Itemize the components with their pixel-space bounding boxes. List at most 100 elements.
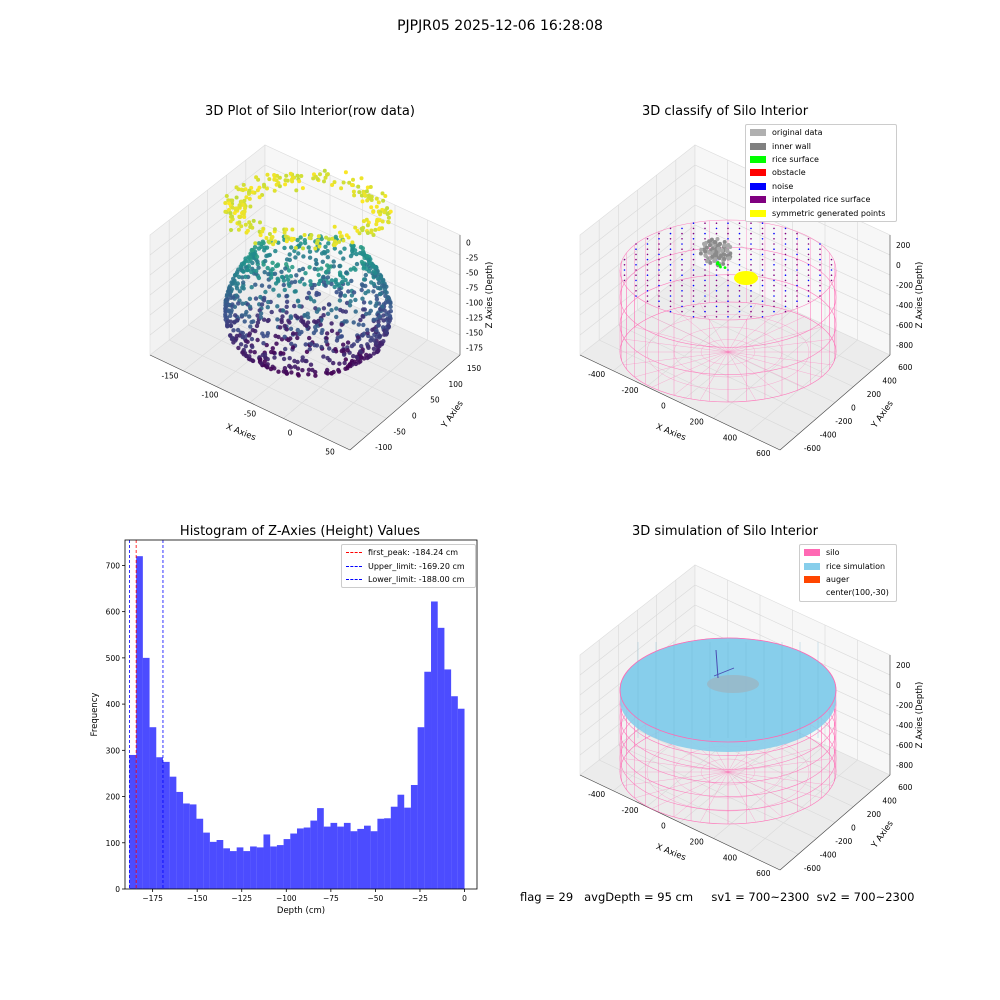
data-point xyxy=(284,239,289,244)
wall-point xyxy=(722,240,727,244)
wall-point xyxy=(703,253,708,258)
interpolated-point xyxy=(704,279,706,282)
data-point xyxy=(250,247,255,253)
interpolated-point xyxy=(761,310,764,313)
data-point xyxy=(371,209,376,214)
axis-line xyxy=(149,354,351,451)
data-point xyxy=(295,299,301,304)
interpolated-point xyxy=(681,300,683,302)
data-point xyxy=(270,267,275,272)
data-point xyxy=(353,297,358,303)
interpolated-point xyxy=(819,264,821,266)
interpolated-point xyxy=(692,305,695,308)
histogram-chart: −175 −150 −125 −100 −75 −50 −25 0 0 100 200 300 400 5… xyxy=(90,539,478,916)
interpolated-point xyxy=(773,258,775,261)
data-point xyxy=(347,362,353,367)
data-point xyxy=(322,179,326,184)
data-point xyxy=(343,357,348,362)
y-tick-label: 400 xyxy=(882,376,897,385)
interpolated-point xyxy=(773,243,775,245)
data-point xyxy=(381,313,386,318)
x-axis-label: Depth (cm) xyxy=(277,906,325,916)
interpolated-point xyxy=(819,269,821,271)
data-point xyxy=(383,194,388,198)
interpolated-point xyxy=(727,264,729,266)
data-point xyxy=(265,305,270,310)
data-point xyxy=(298,235,303,240)
wall-point xyxy=(698,251,703,256)
data-point xyxy=(310,367,315,373)
interpolated-point xyxy=(704,295,706,297)
interpolated-point xyxy=(646,238,649,240)
data-point xyxy=(337,263,342,269)
data-point xyxy=(374,293,379,299)
data-point xyxy=(368,185,373,189)
data-point xyxy=(350,183,354,187)
data-point xyxy=(284,173,289,178)
interpolated-point xyxy=(773,248,775,250)
data-point xyxy=(316,307,321,312)
data-point xyxy=(362,192,367,197)
interpolated-point xyxy=(738,305,741,308)
interpolated-point xyxy=(669,300,672,302)
interpolated-point xyxy=(819,243,821,245)
histogram-bar xyxy=(196,818,204,889)
silo-mesh-floor-spoke xyxy=(623,758,729,773)
data-point xyxy=(234,271,239,276)
data-point xyxy=(358,350,363,355)
interpolated-point xyxy=(669,274,672,276)
data-point xyxy=(386,219,391,224)
silo-wall-floor-spoke xyxy=(727,351,757,401)
interpolated-point xyxy=(738,222,741,224)
y-tick-label: 0 xyxy=(115,885,120,894)
data-point xyxy=(363,272,368,278)
data-point xyxy=(358,359,363,364)
interpolated-point xyxy=(784,310,787,313)
data-point xyxy=(242,215,247,219)
interpolated-point xyxy=(807,290,810,292)
interpolated-point xyxy=(681,269,683,271)
legend-line xyxy=(346,565,362,567)
interpolated-point xyxy=(646,295,649,297)
z-tick-label: -100 xyxy=(466,299,483,308)
data-point xyxy=(306,290,312,296)
silo-mesh-floor-spoke xyxy=(727,771,783,818)
data-point xyxy=(265,253,271,258)
data-point xyxy=(332,284,337,290)
interpolated-point xyxy=(646,269,649,271)
classify-plot-title: 3D classify of Silo Interior xyxy=(641,104,809,119)
legend-label: silo xyxy=(826,548,840,558)
z-tick-label: -600 xyxy=(896,741,913,750)
data-point xyxy=(243,274,248,279)
interpolated-point xyxy=(750,258,752,261)
interpolated-point xyxy=(692,253,695,256)
data-point xyxy=(329,308,334,313)
interpolated-point xyxy=(658,238,660,240)
data-point xyxy=(284,299,290,304)
interpolated-point xyxy=(773,232,775,235)
histogram-bar xyxy=(337,826,344,889)
data-point xyxy=(321,275,326,280)
interpolated-point xyxy=(830,274,833,276)
histogram-bar xyxy=(229,851,237,889)
interpolated-point xyxy=(715,300,718,302)
data-point xyxy=(254,254,260,259)
data-point xyxy=(252,244,258,250)
interpolated-point xyxy=(761,238,764,240)
data-point xyxy=(256,241,262,246)
histogram-bar xyxy=(129,754,137,889)
legend-swatch xyxy=(750,142,766,150)
data-point xyxy=(374,204,379,209)
surface-dip xyxy=(707,675,759,693)
data-point xyxy=(325,275,331,280)
data-point xyxy=(371,346,377,351)
data-point xyxy=(385,299,391,304)
x-tick-label: 400 xyxy=(723,853,738,862)
data-point xyxy=(386,310,391,315)
interpolated-point xyxy=(692,274,695,276)
wall-point xyxy=(716,246,721,251)
x-tick-label: -200 xyxy=(621,806,638,815)
data-point xyxy=(337,286,342,292)
data-point xyxy=(334,306,339,311)
silo-mesh-floor-spoke xyxy=(651,771,729,809)
